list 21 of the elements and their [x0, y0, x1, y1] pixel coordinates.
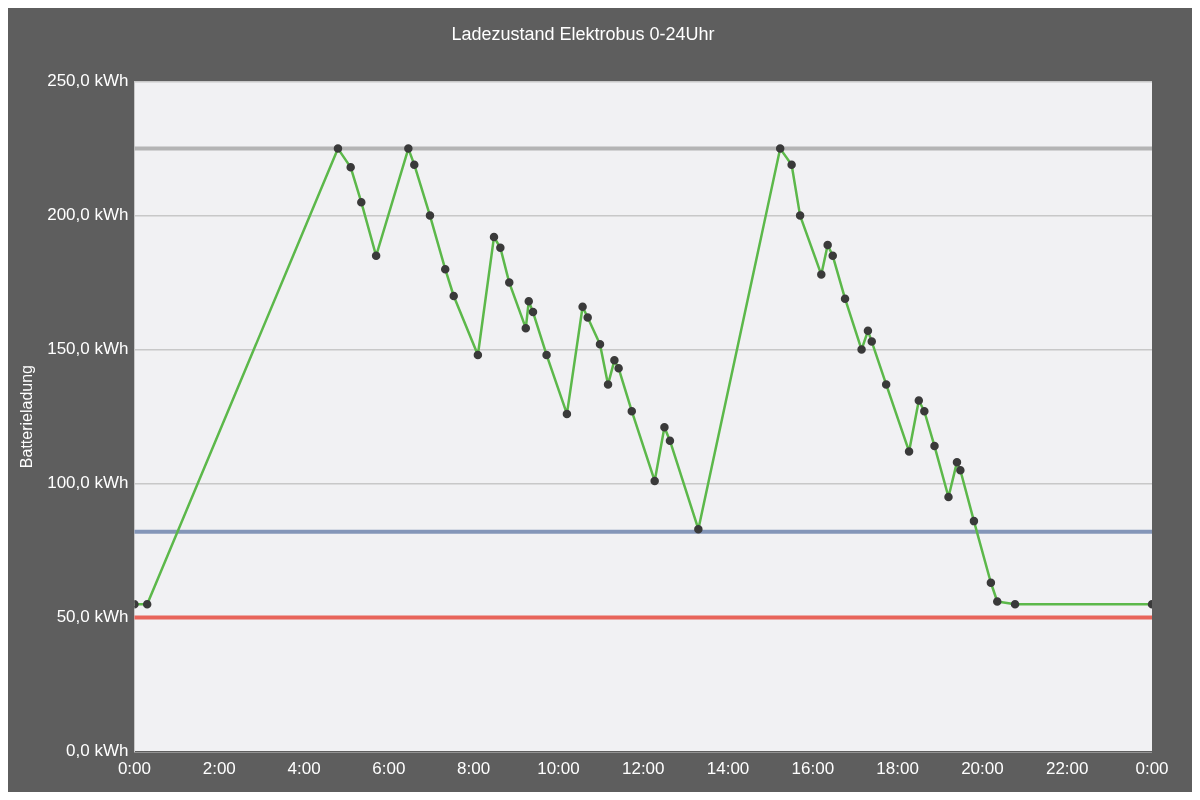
- x-tick-label: 16:00: [791, 759, 835, 779]
- y-tick-label: 0,0 kWh: [66, 741, 129, 761]
- y-tick-label: 100,0 kWh: [47, 473, 129, 493]
- chart-title: Ladezustand Elektrobus 0-24Uhr: [451, 23, 715, 44]
- y-tick-label: 250,0 kWh: [47, 71, 129, 91]
- x-tick-label: 0:00: [117, 759, 152, 779]
- x-tick-label: 14:00: [706, 759, 750, 779]
- x-tick-label: 22:00: [1045, 759, 1089, 779]
- x-tick-label: 20:00: [961, 759, 1004, 779]
- y-tick-label: 150,0 kWh: [47, 339, 129, 359]
- y-axis-title: Batterieladung: [18, 365, 36, 469]
- x-tick-label: 4:00: [287, 759, 321, 779]
- y-tick-label: 50,0 kWh: [56, 607, 129, 627]
- x-tick-label: 6:00: [372, 759, 406, 779]
- x-tick-label: 8:00: [457, 759, 491, 779]
- x-tick-label: 18:00: [876, 759, 919, 779]
- x-tick-label: 10:00: [537, 759, 580, 779]
- x-tick-label: 2:00: [202, 759, 236, 779]
- x-tick-label: 0:00: [1135, 759, 1169, 779]
- x-tick-label: 12:00: [621, 759, 665, 779]
- y-tick-label: 200,0 kWh: [47, 205, 129, 225]
